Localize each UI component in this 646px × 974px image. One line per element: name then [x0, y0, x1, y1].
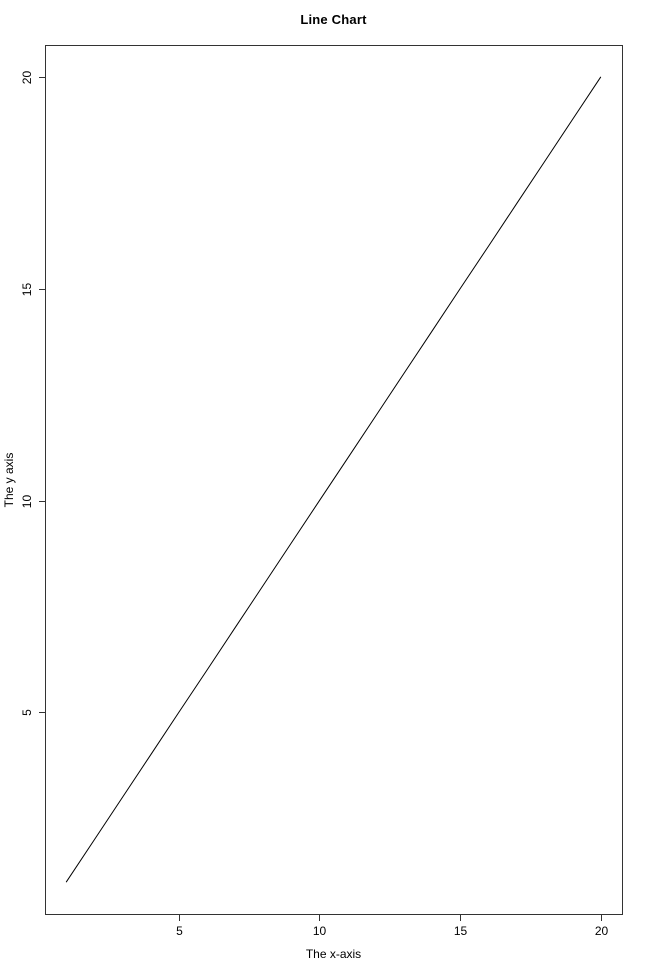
data-line [65, 76, 602, 883]
x-tick-label: 10 [313, 924, 327, 938]
y-tick-label: 10 [20, 495, 34, 509]
y-axis-label: The y axis [2, 452, 16, 508]
chart-title: Line Chart [300, 12, 367, 27]
y-tick-label: 15 [20, 283, 34, 297]
x-axis-label: The x-axis [305, 947, 362, 961]
x-tick-label: 5 [176, 924, 183, 938]
y-tick-label: 20 [20, 71, 34, 85]
y-tick-label: 5 [20, 709, 34, 716]
x-tick-label: 15 [454, 924, 468, 938]
plot-box [45, 45, 623, 915]
x-tick-label: 20 [595, 924, 609, 938]
